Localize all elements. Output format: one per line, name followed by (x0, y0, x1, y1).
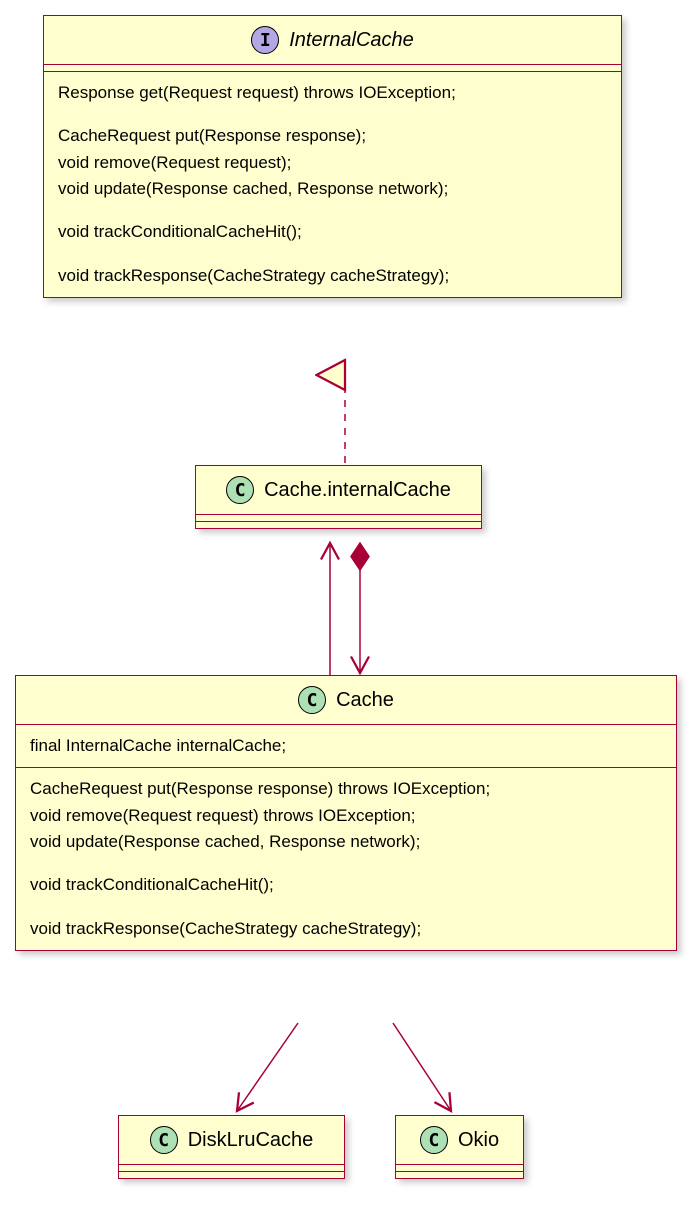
uml-class-diagram: I InternalCache Response get(Request req… (15, 15, 677, 1195)
class-icon: C (150, 1126, 178, 1154)
class-icon: C (298, 686, 326, 714)
class-cache: C Cache final InternalCache internalCach… (15, 675, 677, 951)
method: void update(Response cached, Response ne… (30, 829, 662, 855)
method: void trackConditionalCacheHit(); (58, 219, 607, 245)
class-title: Cache.internalCache (264, 479, 451, 502)
class-icon: C (420, 1126, 448, 1154)
method: void remove(Request request) throws IOEx… (30, 803, 662, 829)
class-title: InternalCache (289, 29, 414, 52)
method: void trackResponse(CacheStrategy cacheSt… (30, 916, 662, 942)
class-internal-cache: I InternalCache Response get(Request req… (43, 15, 622, 298)
class-disk-lru-cache: C DiskLruCache (118, 1115, 345, 1179)
class-title: DiskLruCache (188, 1129, 314, 1152)
interface-icon: I (251, 26, 279, 54)
method: void trackResponse(CacheStrategy cacheSt… (58, 263, 607, 289)
method: void trackConditionalCacheHit(); (30, 872, 662, 898)
method: void remove(Request request); (58, 150, 607, 176)
method: CacheRequest put(Response response); (58, 123, 607, 149)
class-okio: C Okio (395, 1115, 524, 1179)
class-icon: C (226, 476, 254, 504)
method: CacheRequest put(Response response) thro… (30, 776, 662, 802)
class-title: Cache (336, 689, 394, 712)
dependency-arrow (393, 1023, 451, 1111)
class-cache-internal-cache: C Cache.internalCache (195, 465, 482, 529)
methods-section: CacheRequest put(Response response) thro… (16, 768, 676, 950)
class-title: Okio (458, 1129, 499, 1152)
method: Response get(Request request) throws IOE… (58, 80, 607, 106)
dependency-arrow (237, 1023, 298, 1111)
method: void update(Response cached, Response ne… (58, 176, 607, 202)
attribute: final InternalCache internalCache; (30, 733, 662, 759)
attributes-section: final InternalCache internalCache; (16, 725, 676, 768)
methods-section: Response get(Request request) throws IOE… (44, 72, 621, 297)
